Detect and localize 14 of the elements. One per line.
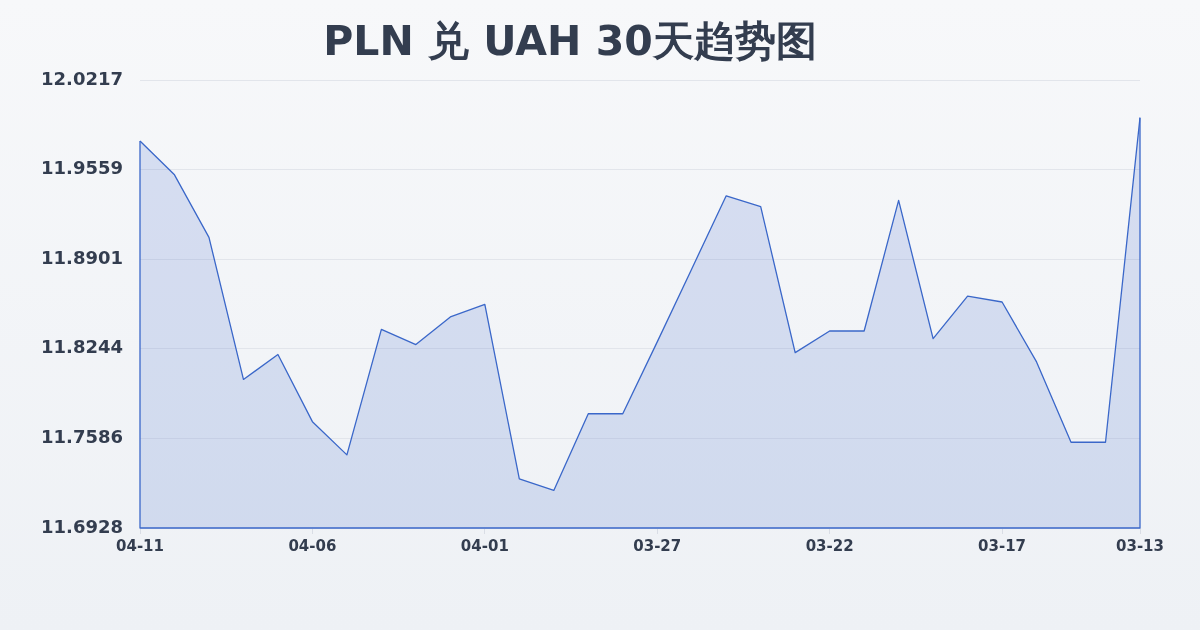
y-tick-label: 12.0217 <box>41 67 123 89</box>
x-tick-label: 03-22 <box>805 536 854 555</box>
x-tick-label: 03-17 <box>978 536 1027 555</box>
y-tick-label: 11.8901 <box>41 247 123 269</box>
x-tick-label: 03-27 <box>633 536 682 555</box>
y-tick-label: 11.8244 <box>41 336 123 358</box>
x-tick-label: 03-13 <box>1116 536 1164 555</box>
y-tick-label: 11.9559 <box>41 157 123 179</box>
y-tick-label: 11.7586 <box>41 426 123 448</box>
y-tick-label: 11.6928 <box>41 515 123 537</box>
x-tick-label: 04-01 <box>460 536 509 555</box>
x-tick-label: 04-11 <box>116 536 164 555</box>
chart-title: PLN 兑 UAH 30天趋势图 <box>323 17 817 66</box>
x-tick-label: 04-06 <box>288 536 337 555</box>
